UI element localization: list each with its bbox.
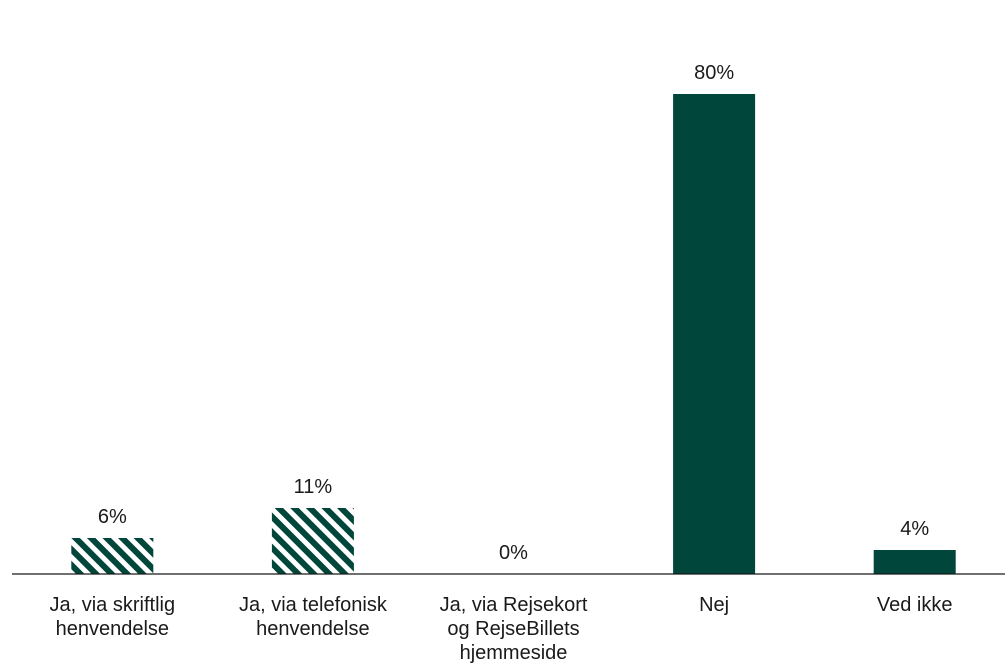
bar bbox=[71, 538, 154, 574]
bar-value-label: 0% bbox=[499, 542, 528, 564]
value-labels-group: 6% 11% 0% 80% 4% bbox=[98, 62, 930, 564]
bar bbox=[873, 550, 956, 574]
category-label-line: hjemmeside bbox=[460, 642, 568, 664]
category-label-line: Ja, via telefonisk bbox=[239, 594, 388, 616]
category-label-line: Ja, via skriftlig bbox=[50, 594, 176, 616]
bar-value-label: 80% bbox=[694, 62, 734, 84]
bar-value-label: 11% bbox=[294, 476, 333, 498]
category-label: Ja, via Rejsekort og RejseBillets hjemmesi… bbox=[440, 594, 588, 664]
bar bbox=[271, 508, 354, 574]
category-label-line: Ja, via Rejsekort bbox=[440, 594, 588, 616]
category-label: Ved ikke bbox=[877, 594, 953, 616]
category-label: Nej bbox=[699, 594, 729, 616]
category-label: Ja, via telefonisk henvendelse bbox=[239, 594, 388, 640]
bar bbox=[673, 94, 756, 574]
category-label: Ja, via skriftlig henvendelse bbox=[50, 594, 176, 640]
category-label-line: Ved ikke bbox=[877, 594, 953, 616]
category-label-line: henvendelse bbox=[56, 618, 169, 640]
bar-value-label: 6% bbox=[98, 506, 127, 528]
category-label-line: og RejseBillets bbox=[447, 618, 579, 640]
bar-value-label: 4% bbox=[900, 518, 929, 540]
category-label-line: Nej bbox=[699, 594, 729, 616]
category-label-line: henvendelse bbox=[256, 618, 369, 640]
bars-group bbox=[71, 94, 956, 574]
